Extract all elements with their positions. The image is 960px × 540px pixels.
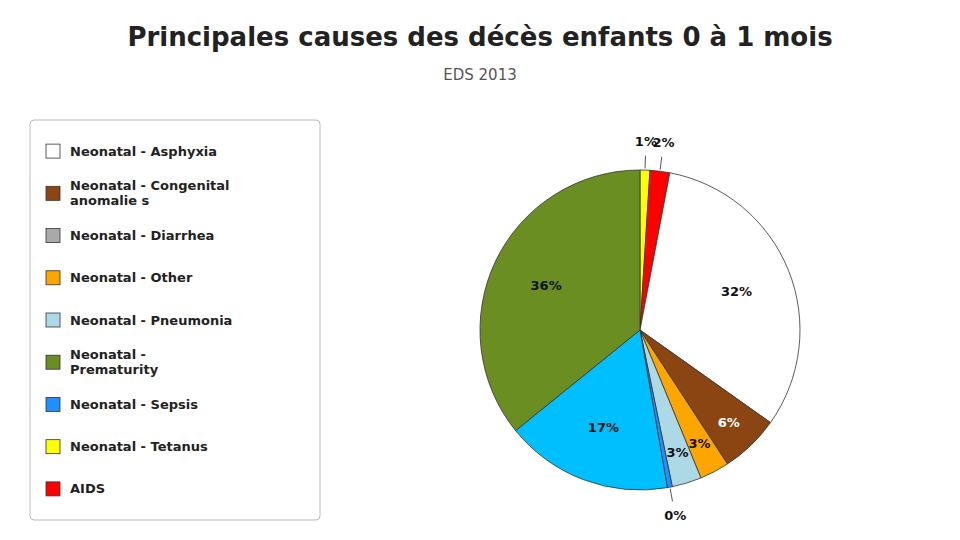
pie xyxy=(480,170,800,490)
legend-swatch xyxy=(46,271,60,285)
label-leader xyxy=(660,157,662,170)
data-label: 6% xyxy=(718,415,740,430)
legend-label: Neonatal -Prematurity xyxy=(70,347,159,377)
legend-label: Neonatal - Congenitalanomalie s xyxy=(70,178,230,208)
legend-label: Neonatal - Asphyxia xyxy=(70,144,217,159)
data-label: 17% xyxy=(588,420,619,435)
label-leader xyxy=(670,489,672,502)
legend-label: AIDS xyxy=(70,481,105,496)
legend-swatch xyxy=(46,186,60,200)
legend-swatch xyxy=(46,397,60,411)
data-label: 2% xyxy=(653,135,675,150)
legend-swatch xyxy=(46,482,60,496)
title: Principales causes des décès enfants 0 à… xyxy=(127,22,832,52)
legend-label: Neonatal - Other xyxy=(70,270,193,285)
legend-box xyxy=(30,120,320,520)
legend-label: Neonatal - Diarrhea xyxy=(70,228,214,243)
legend-swatch xyxy=(46,144,60,158)
legend-label: Neonatal - Sepsis xyxy=(70,397,198,412)
legend-swatch xyxy=(46,229,60,243)
data-labels: 1%2%32%6%3%3%0%17%36% xyxy=(531,134,752,523)
subtitle: EDS 2013 xyxy=(443,66,517,84)
legend-swatch xyxy=(46,440,60,454)
legend-swatch xyxy=(46,355,60,369)
data-label: 32% xyxy=(721,284,752,299)
legend: Neonatal - Asphyxia Neonatal - Congenital… xyxy=(30,120,320,520)
pie-slice xyxy=(480,170,640,431)
data-label: 0% xyxy=(664,508,686,523)
legend-label: Neonatal - Pneumonia xyxy=(70,313,232,328)
legend-swatch xyxy=(46,313,60,327)
data-label: 3% xyxy=(689,436,711,451)
chart: Principales causes des décès enfants 0 à… xyxy=(0,0,960,540)
label-leader xyxy=(645,156,646,169)
data-label: 3% xyxy=(666,445,688,460)
data-label: 36% xyxy=(531,278,562,293)
legend-label: Neonatal - Tetanus xyxy=(70,439,208,454)
